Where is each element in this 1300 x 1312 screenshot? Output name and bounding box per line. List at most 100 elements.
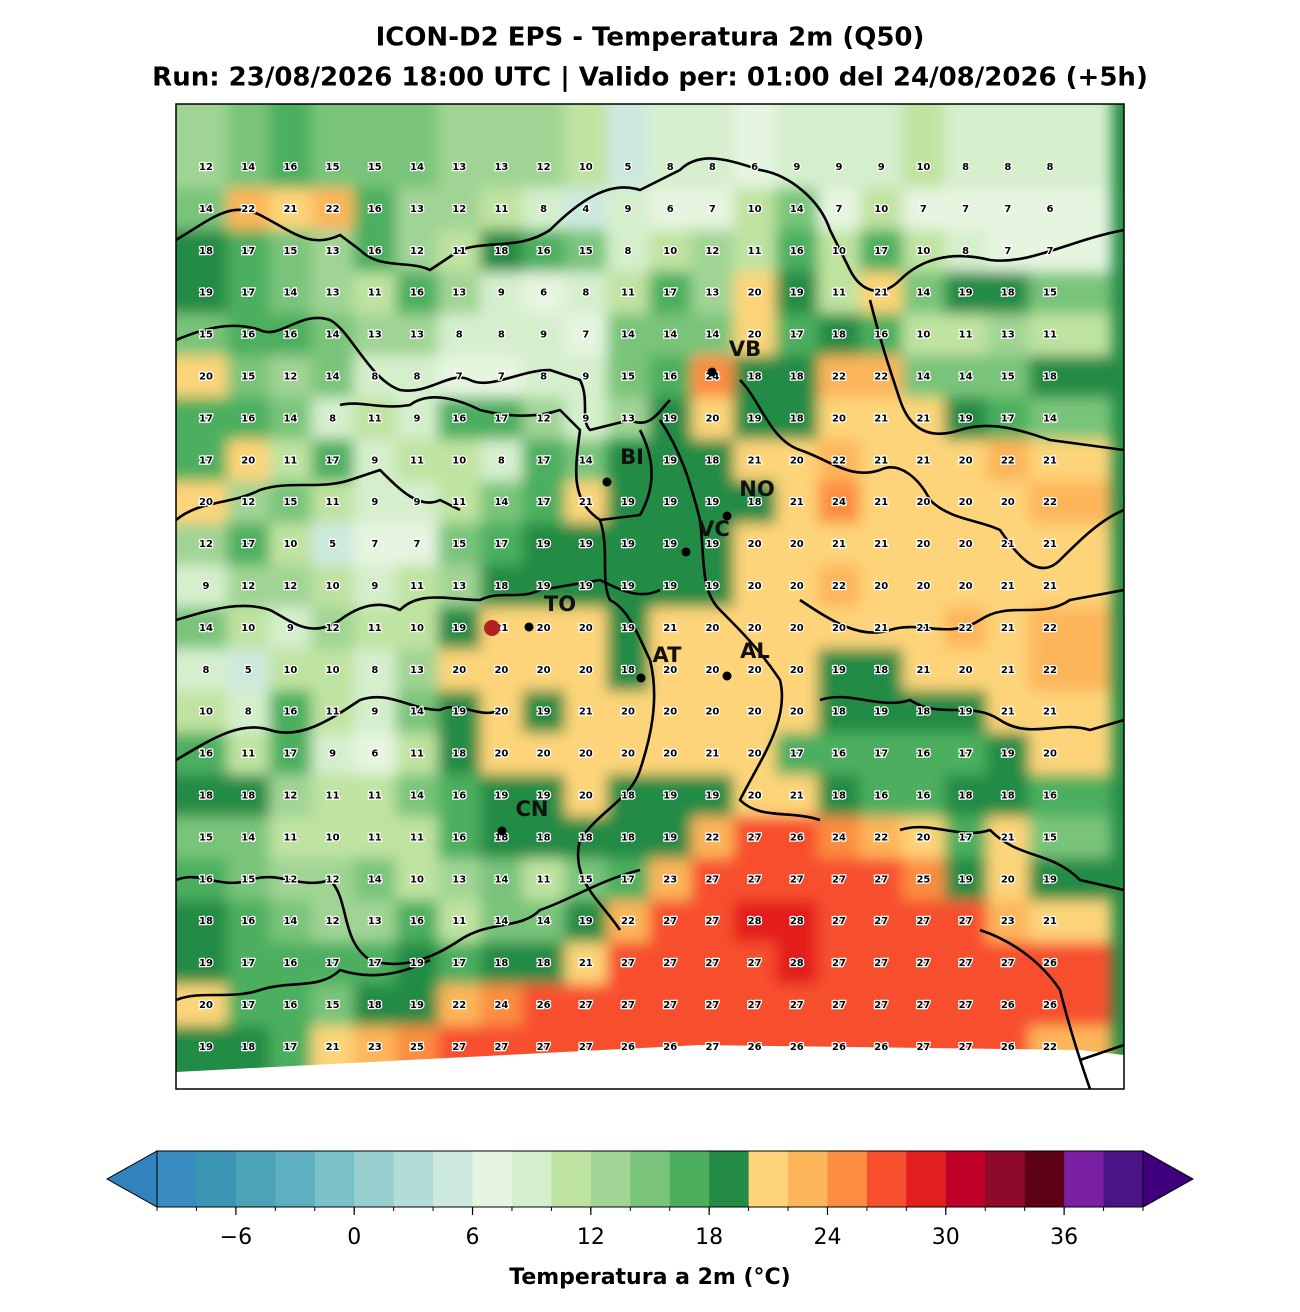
colorbar-band (788, 1151, 828, 1207)
field-cell (1028, 565, 1113, 608)
grid-value: 22 (241, 204, 255, 215)
grid-value: 20 (959, 497, 973, 508)
grid-value: 11 (452, 246, 466, 257)
grid-value: 21 (916, 623, 930, 634)
grid-value: 19 (705, 581, 719, 592)
grid-value: 18 (832, 707, 846, 718)
field-cell (438, 187, 482, 231)
field-cell (269, 900, 313, 944)
field-cell (227, 565, 271, 608)
grid-value: 20 (916, 497, 930, 508)
field-cell (775, 606, 819, 650)
field-cell (353, 313, 397, 357)
field-cell (564, 984, 608, 1027)
grid-value: 22 (1001, 455, 1015, 466)
field-cell (649, 271, 693, 315)
field-cell (944, 858, 988, 902)
colorbar-over (1142, 1150, 1195, 1208)
map: 12 14 16 15 15 14 13 13 12 10 5 8 8 6 9 9 9 10 8 8 8 14 22 21 22… (176, 104, 1124, 1089)
grid-value: 7 (1004, 246, 1011, 257)
grid-value: 19 (663, 413, 677, 424)
field-cell (733, 732, 777, 776)
grid-value: 20 (621, 707, 635, 718)
field-cell (775, 187, 819, 231)
field-cell (311, 271, 355, 315)
field-cell (817, 816, 862, 860)
field-cell (986, 690, 1030, 734)
field-cell (649, 439, 693, 483)
field-cell (311, 439, 355, 483)
grid-value: 6 (1047, 204, 1054, 215)
field-cell (564, 606, 608, 650)
grid-value: 14 (916, 288, 930, 299)
grid-value: 18 (621, 791, 635, 802)
grid-value: 20 (1043, 749, 1057, 760)
field-cell (691, 523, 735, 567)
field-cell (480, 984, 524, 1027)
field-cell (775, 104, 819, 189)
grid-value: 23 (368, 1042, 382, 1053)
grid-value: 22 (1043, 665, 1057, 676)
grid-value: 21 (579, 497, 593, 508)
field-cell (606, 104, 651, 189)
grid-value: 16 (199, 874, 213, 885)
grid-value: 12 (537, 413, 551, 424)
grid-value: 18 (199, 246, 213, 257)
grid-value: 15 (326, 162, 340, 173)
tick-label: 12 (577, 1225, 605, 1250)
grid-value: 18 (621, 832, 635, 843)
field-cell (691, 355, 735, 399)
field-cell (311, 858, 355, 902)
grid-value: 7 (1047, 246, 1054, 257)
field-cell (353, 774, 397, 818)
grid-value: 7 (920, 204, 927, 215)
grid-value: 18 (537, 958, 551, 969)
grid-value: 17 (326, 455, 340, 466)
grid-value: 27 (874, 874, 888, 885)
grid-value: 20 (959, 665, 973, 676)
field-cell (353, 104, 397, 189)
grid-value: 20 (705, 413, 719, 424)
field-cell (733, 104, 777, 189)
field-cell (311, 942, 355, 986)
field-cell (902, 523, 946, 567)
grid-value: 13 (410, 665, 424, 676)
grid-value: 22 (705, 832, 719, 843)
field-cell (480, 942, 524, 986)
grid-value: 27 (748, 1000, 762, 1011)
field-cell (480, 313, 524, 357)
grid-value: 9 (371, 497, 378, 508)
grid-value: 6 (371, 749, 378, 760)
field-cell (176, 397, 229, 441)
grid-value: 15 (452, 539, 466, 550)
field-cell (227, 900, 271, 944)
colorbar-band (157, 1151, 197, 1207)
grid-value: 15 (283, 497, 297, 508)
grid-value: 11 (283, 832, 297, 843)
grid-value: 7 (456, 372, 463, 383)
field-cell (1028, 732, 1113, 776)
field-cell (311, 984, 355, 1027)
grid-value: 24 (832, 497, 846, 508)
field-cell (902, 732, 946, 776)
field-cell (691, 229, 735, 273)
tick-label: 6 (466, 1225, 480, 1250)
field-cell (775, 984, 819, 1027)
grid-value: 8 (371, 665, 378, 676)
grid-value: 10 (579, 162, 593, 173)
field-cell (269, 732, 313, 776)
grid-value: 18 (748, 497, 762, 508)
grid-value: 17 (1001, 413, 1015, 424)
grid-value: 21 (748, 455, 762, 466)
field-cell (269, 565, 313, 608)
field-cell (902, 774, 946, 818)
grid-value: 26 (874, 1042, 888, 1053)
field-cell (564, 104, 608, 189)
grid-value: 18 (241, 791, 255, 802)
field-cell (860, 397, 904, 441)
field-cell (1028, 104, 1113, 189)
grid-value: 18 (621, 665, 635, 676)
grid-value: 21 (1001, 539, 1015, 550)
field-cell (606, 690, 651, 734)
grid-value: 17 (199, 413, 213, 424)
